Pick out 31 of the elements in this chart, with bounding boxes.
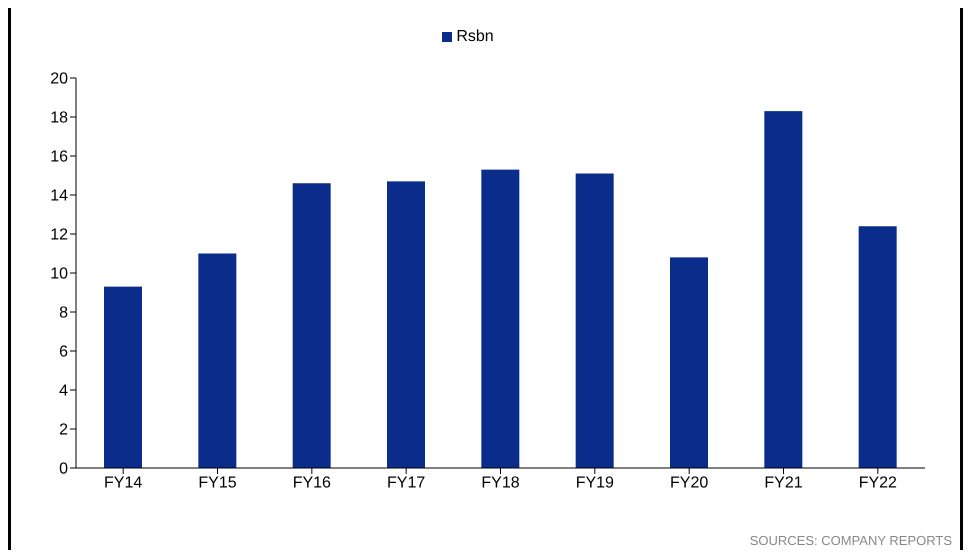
x-tick-label: FY19 [576, 474, 614, 492]
legend-label: Rsbn [456, 28, 494, 45]
bar [198, 254, 236, 468]
x-tick-label: FY15 [198, 474, 237, 492]
bar [292, 183, 331, 468]
y-tick-label: 16 [50, 148, 68, 166]
source-note: SOURCES: COMPANY REPORTS [750, 533, 952, 548]
x-tick-label: FY18 [481, 474, 520, 492]
bar [576, 174, 614, 468]
y-tick-label: 0 [59, 460, 68, 478]
y-tick-label: 8 [59, 304, 68, 322]
bar [858, 226, 897, 468]
y-tick-label: 2 [59, 422, 68, 439]
bar [104, 286, 142, 468]
x-tick-label: FY14 [104, 474, 142, 492]
y-tick-label: 20 [50, 70, 68, 88]
bar [387, 181, 425, 468]
x-tick-label: FY20 [670, 474, 708, 492]
y-tick-label: 6 [59, 344, 68, 361]
y-tick-label: 14 [50, 188, 68, 205]
x-tick-label: FY17 [387, 474, 426, 492]
x-tick-label: FY16 [292, 474, 332, 492]
x-tick-label: FY22 [858, 474, 898, 492]
y-tick-label: 10 [50, 266, 68, 283]
bar [764, 111, 802, 468]
x-tick-label: FY21 [764, 474, 803, 492]
bar [481, 170, 520, 468]
bar [670, 257, 708, 468]
y-tick-label: 12 [50, 226, 68, 244]
y-tick-label: 4 [59, 382, 68, 400]
y-tick-label: 18 [50, 110, 68, 127]
